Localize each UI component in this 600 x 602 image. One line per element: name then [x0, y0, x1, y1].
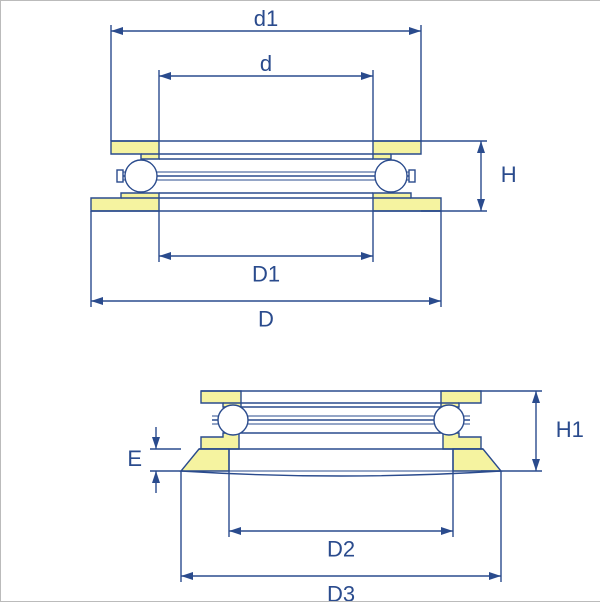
svg-text:d1: d1: [254, 6, 278, 31]
bearing-diagram: d1 d D1 D H H1 E D2 D3: [0, 0, 600, 602]
svg-text:D2: D2: [327, 537, 355, 562]
svg-text:d: d: [260, 51, 272, 76]
svg-text:H1: H1: [556, 417, 584, 442]
svg-text:D: D: [258, 307, 274, 332]
svg-text:E: E: [127, 446, 142, 471]
svg-text:H: H: [501, 162, 517, 187]
figure-bottom: H1 E D2 D3: [127, 391, 584, 601]
svg-text:D3: D3: [327, 582, 355, 601]
figure-top: d1 d D1 D H: [91, 6, 517, 332]
svg-text:D1: D1: [252, 262, 280, 287]
